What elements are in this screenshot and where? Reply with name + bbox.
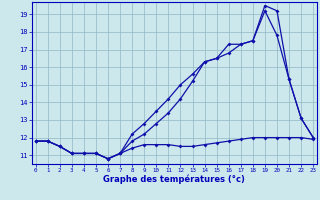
X-axis label: Graphe des températures (°c): Graphe des températures (°c) [103,175,245,184]
